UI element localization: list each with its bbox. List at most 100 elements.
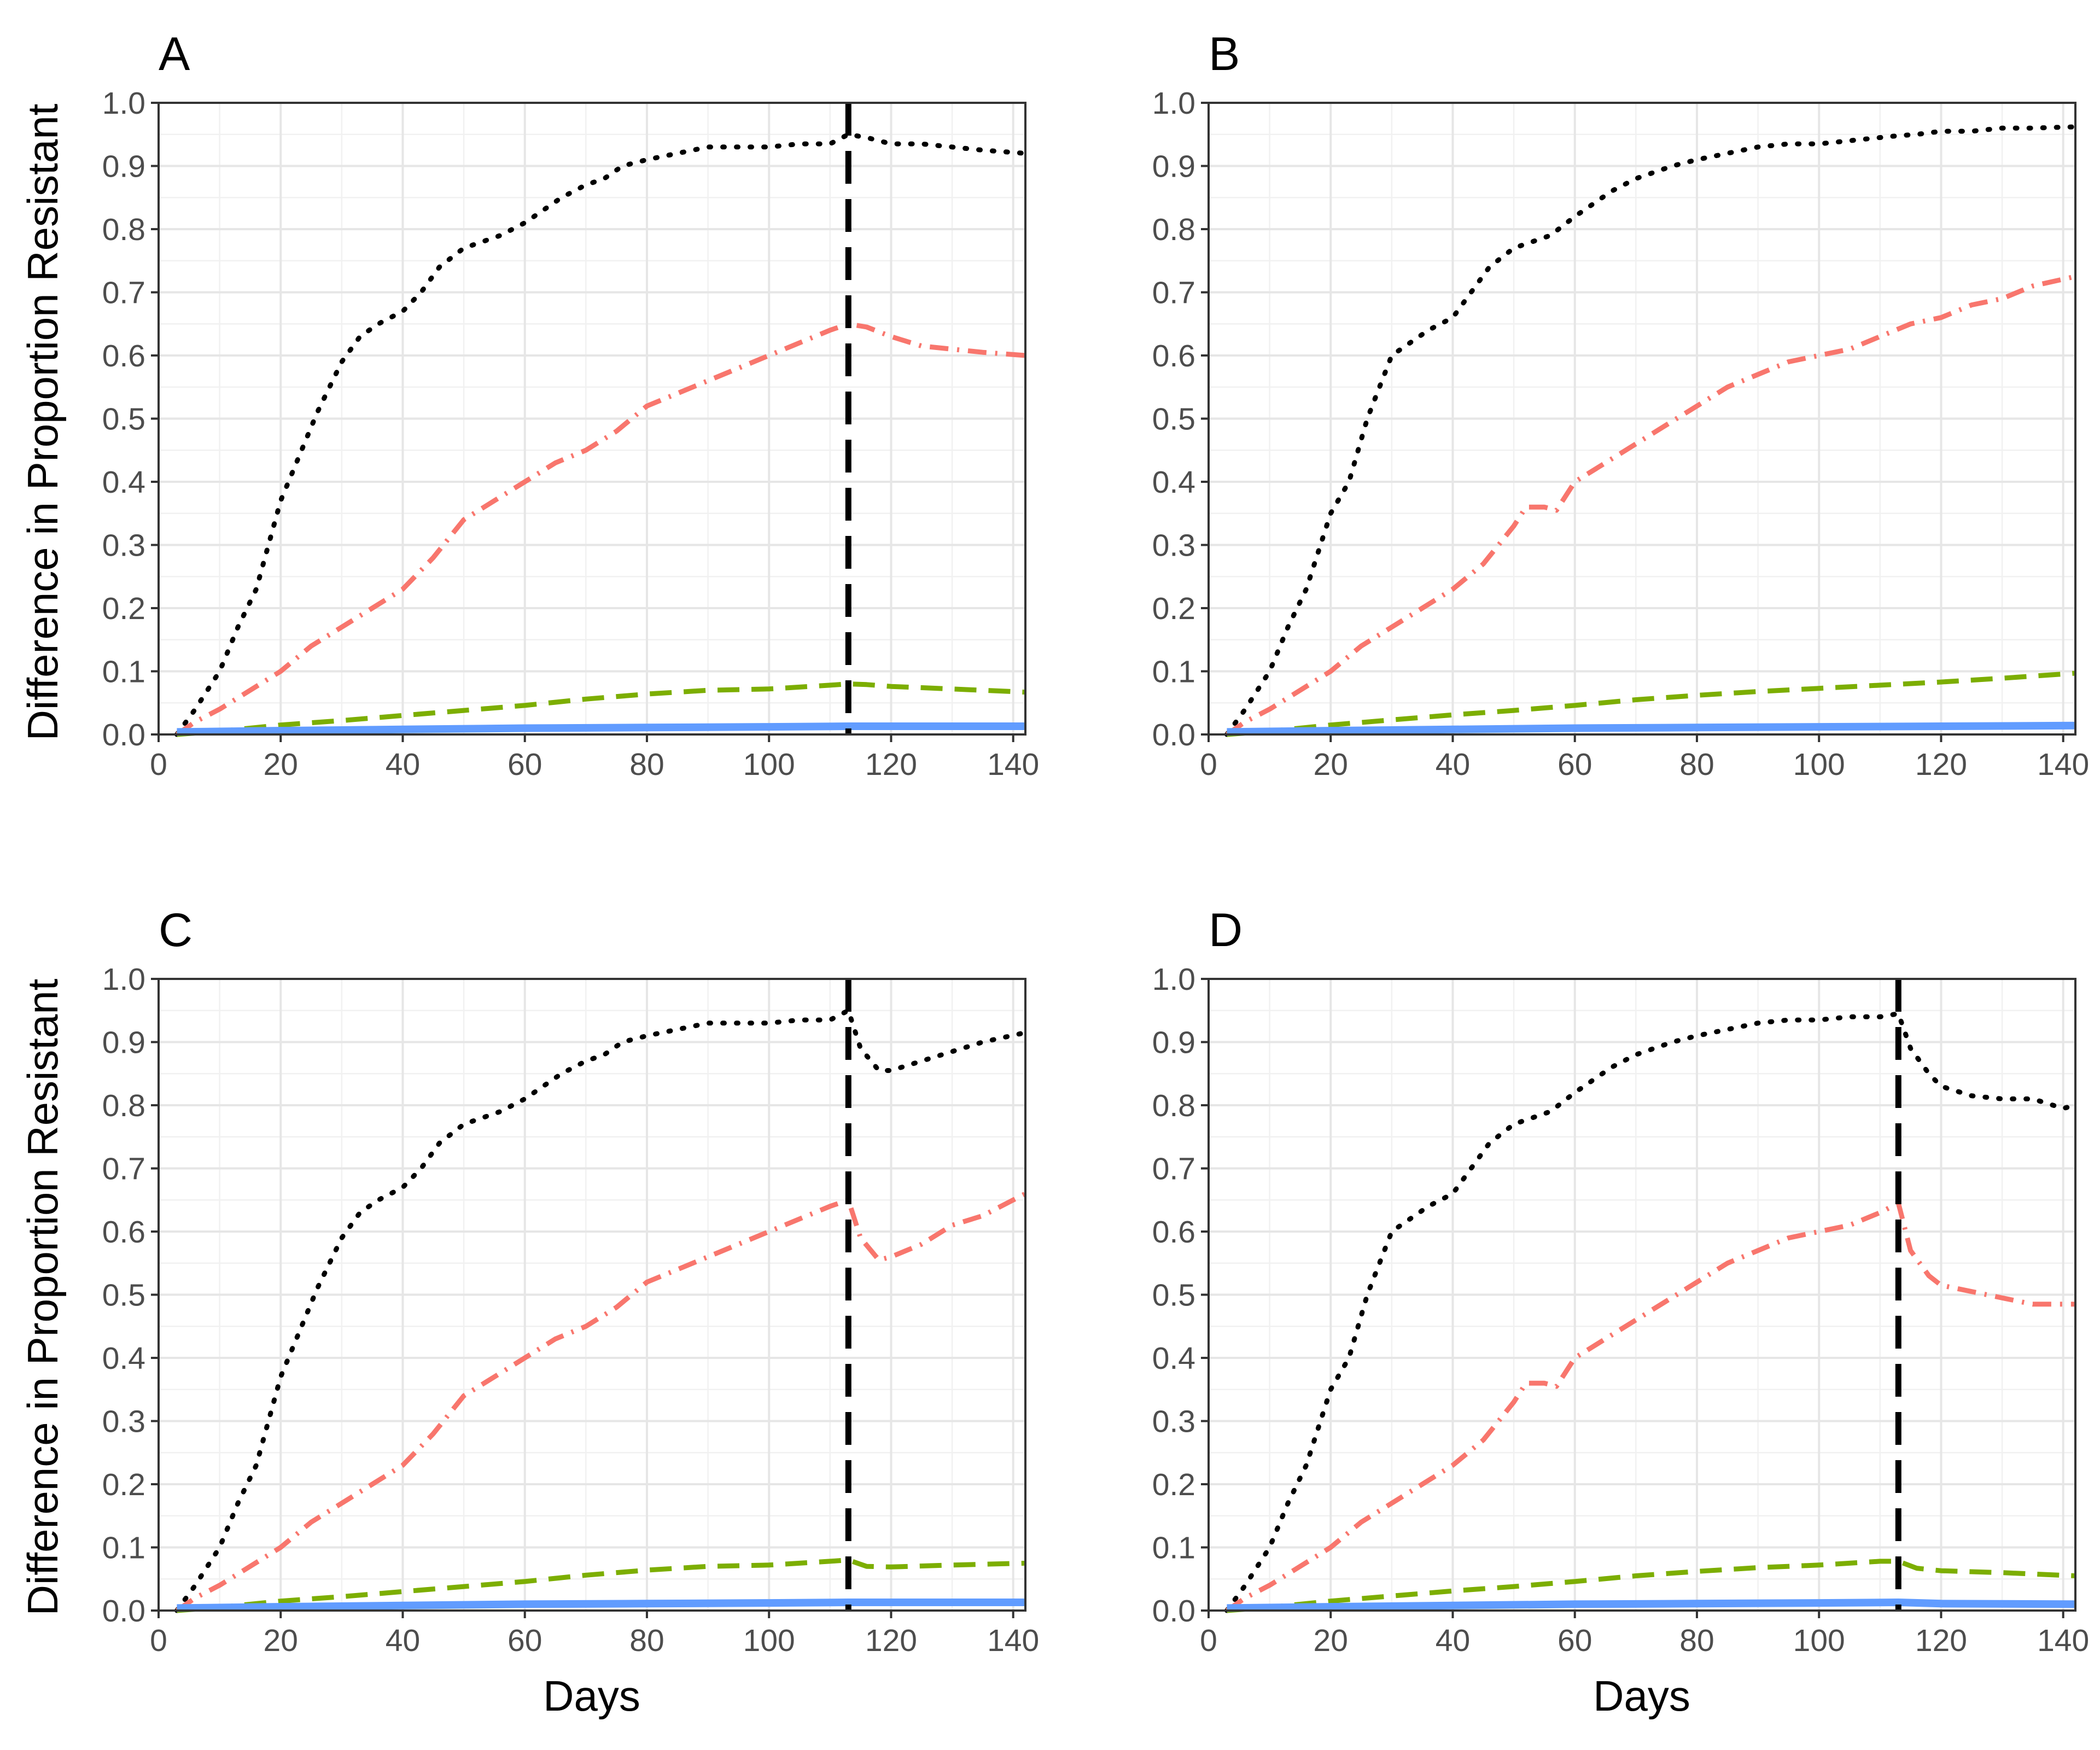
- panels-layer: 0.0 0.1 0.2 0.3 0.4 0.5 0.6 0.7 0.8 0.9 1.0 0 20 40 60…: [102, 28, 2089, 1658]
- series-line-dotdash: [1225, 1200, 2075, 1613]
- y-tick-label: 0.6: [1152, 339, 1195, 374]
- x-tick-label: 140: [987, 1623, 1039, 1658]
- y-tick-label: 0.7: [102, 1152, 145, 1187]
- y-tick-label: 0.7: [1152, 276, 1195, 311]
- series-line-dotted: [174, 1008, 1028, 1613]
- series-line-dashed: [177, 1558, 1026, 1613]
- x-tick-label: 140: [987, 747, 1039, 782]
- y-tick-label: 0.8: [102, 1088, 145, 1123]
- y-tick-label: 0.7: [102, 276, 145, 311]
- x-tick-label: 20: [264, 1623, 298, 1658]
- y-tick-label: 0.5: [1152, 402, 1195, 437]
- y-tick-label: 0.7: [1152, 1152, 1195, 1187]
- y-tick-label: 1.0: [1152, 86, 1195, 121]
- y-tick-label: 0.6: [1152, 1215, 1195, 1250]
- y-tick-label: 0.8: [102, 212, 145, 247]
- y-tick-label: 0.9: [102, 149, 145, 184]
- x-axis-title-right: Days: [1593, 1672, 1690, 1720]
- panel-label: A: [159, 28, 190, 80]
- x-tick-label: 0: [1200, 747, 1217, 782]
- x-tick-label: 20: [1314, 747, 1348, 782]
- x-tick-label: 0: [150, 1623, 167, 1658]
- series-line-dotdash: [175, 1191, 1027, 1613]
- y-tick-label: 0.2: [1152, 1467, 1195, 1502]
- y-tick-label: 0.0: [1152, 718, 1195, 752]
- y-tick-label: 0.4: [1152, 1341, 1195, 1376]
- panel-label: D: [1209, 904, 1242, 956]
- x-tick-label: 120: [865, 1623, 917, 1658]
- x-tick-label: 80: [629, 1623, 664, 1658]
- x-tick-label: 0: [150, 747, 167, 782]
- y-tick-label: 0.2: [1152, 591, 1195, 626]
- panel-C: 0.0 0.1 0.2 0.3 0.4 0.5 0.6 0.7 0.8 0.9 1.0 0 20 40 60…: [102, 904, 1039, 1658]
- x-tick-label: 60: [1558, 747, 1592, 782]
- y-tick-label: 0.4: [102, 1341, 145, 1376]
- x-tick-label: 140: [2037, 1623, 2089, 1658]
- x-tick-label: 60: [508, 1623, 542, 1658]
- y-tick-label: 0.6: [102, 339, 145, 374]
- x-tick-label: 0: [1200, 1623, 1217, 1658]
- y-tick-label: 0.0: [102, 718, 145, 752]
- x-tick-label: 60: [1558, 1623, 1592, 1658]
- y-tick-label: 1.0: [102, 86, 145, 121]
- y-tick-label: 0.9: [1152, 1025, 1195, 1060]
- panel-label: C: [159, 904, 192, 956]
- y-tick-label: 1.0: [102, 962, 145, 997]
- panel-D: 0.0 0.1 0.2 0.3 0.4 0.5 0.6 0.7 0.8 0.9 1.0 0 20 40 60…: [1152, 904, 2089, 1658]
- x-tick-label: 100: [743, 1623, 795, 1658]
- series-line-dotted: [174, 132, 1028, 737]
- y-tick-label: 0.4: [1152, 465, 1195, 500]
- y-tick-label: 0.5: [102, 1278, 145, 1313]
- series-line-dotdash: [1225, 274, 2076, 737]
- y-tick-label: 0.6: [102, 1215, 145, 1250]
- series-line-solid: [177, 1599, 1025, 1612]
- y-tick-label: 0.3: [102, 1404, 145, 1439]
- y-tick-label: 0.8: [1152, 212, 1195, 247]
- y-axis-title-top: Difference in Proportion Resistant: [19, 103, 67, 740]
- x-tick-label: 80: [629, 747, 664, 782]
- y-tick-label: 0.2: [102, 1467, 145, 1502]
- y-tick-label: 0.8: [1152, 1088, 1195, 1123]
- x-axis-title-left: Days: [543, 1672, 640, 1720]
- x-tick-label: 100: [1793, 747, 1845, 782]
- y-tick-label: 1.0: [1152, 962, 1195, 997]
- y-tick-label: 0.9: [102, 1025, 145, 1060]
- y-tick-label: 0.1: [1152, 1531, 1195, 1566]
- x-tick-label: 100: [1793, 1623, 1845, 1658]
- x-tick-label: 20: [264, 747, 298, 782]
- y-tick-label: 0.3: [102, 528, 145, 563]
- y-tick-label: 0.5: [1152, 1278, 1195, 1313]
- series-line-dashed: [1227, 670, 2076, 737]
- series-line-dotdash: [175, 321, 1026, 737]
- series-line-dashed: [177, 681, 1026, 737]
- x-tick-label: 120: [1915, 1623, 1967, 1658]
- y-tick-label: 0.3: [1152, 528, 1195, 563]
- y-tick-label: 0.1: [102, 655, 145, 690]
- series-line-solid: [1227, 1599, 2076, 1612]
- x-tick-label: 140: [2037, 747, 2089, 782]
- x-tick-label: 120: [1915, 747, 1967, 782]
- y-tick-label: 0.5: [102, 402, 145, 437]
- y-tick-label: 0.4: [102, 465, 145, 500]
- x-tick-label: 40: [1436, 747, 1470, 782]
- x-tick-label: 80: [1679, 1623, 1714, 1658]
- x-tick-label: 20: [1314, 1623, 1348, 1658]
- panel-B: 0.0 0.1 0.2 0.3 0.4 0.5 0.6 0.7 0.8 0.9 1.0 0 20 40 60…: [1152, 28, 2089, 782]
- x-tick-label: 60: [508, 747, 542, 782]
- x-tick-label: 40: [1436, 1623, 1470, 1658]
- series-line-dashed: [1227, 1559, 2076, 1613]
- y-tick-label: 0.0: [1152, 1594, 1195, 1629]
- y-axis-title-bottom: Difference in Proportion Resistant: [19, 978, 67, 1615]
- y-tick-label: 0.0: [102, 1594, 145, 1629]
- series-line-dotted: [1224, 1011, 2078, 1613]
- panel-label: B: [1209, 28, 1240, 80]
- panel-A: 0.0 0.1 0.2 0.3 0.4 0.5 0.6 0.7 0.8 0.9 1.0 0 20 40 60…: [102, 28, 1039, 782]
- y-tick-label: 0.3: [1152, 1404, 1195, 1439]
- series-line-dotted: [1224, 124, 2078, 737]
- x-tick-label: 80: [1679, 747, 1714, 782]
- series-line-solid: [177, 722, 1025, 736]
- y-tick-label: 0.1: [102, 1531, 145, 1566]
- x-tick-label: 120: [865, 747, 917, 782]
- y-tick-label: 0.1: [1152, 655, 1195, 690]
